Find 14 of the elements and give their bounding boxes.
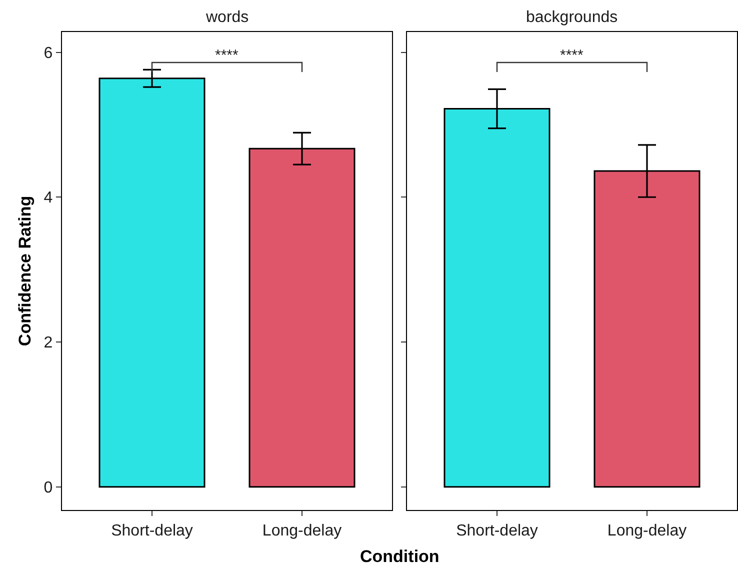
y-tick-label: 6 [44, 44, 53, 62]
y-tick-label: 4 [44, 190, 53, 207]
chart-title: words [205, 9, 249, 26]
chart-title: backgrounds [526, 9, 618, 26]
x-axis-title: Condition [360, 547, 440, 566]
y-tick-label: 0 [44, 479, 53, 496]
x-tick-label: Short-delay [111, 522, 193, 540]
annotation: **** [215, 47, 239, 64]
x-tick-label: Long-delay [607, 522, 687, 540]
x-tick-label: Short-delay [456, 522, 538, 540]
y-tick-label: 2 [44, 334, 53, 352]
x-tick-label: Long-delay [262, 522, 342, 540]
annotation: **** [560, 47, 584, 64]
y-axis-title: Confidence Rating [15, 196, 34, 346]
